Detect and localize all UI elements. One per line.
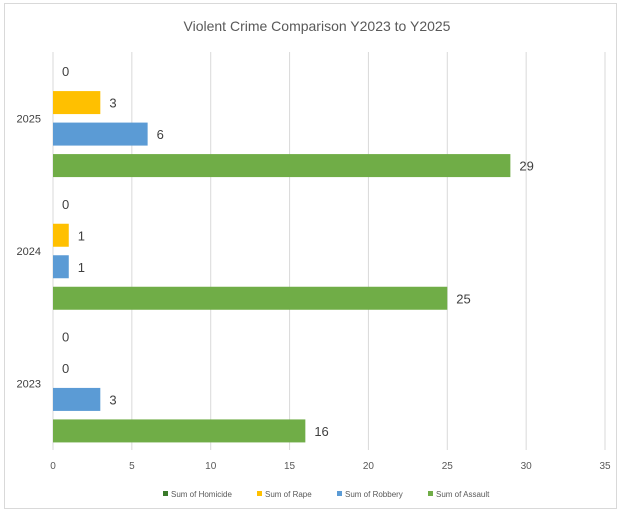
legend-label: Sum of Homicide bbox=[171, 490, 232, 499]
bar bbox=[53, 91, 101, 115]
category-label: 2024 bbox=[17, 246, 41, 258]
x-tick-label: 5 bbox=[129, 461, 135, 472]
bars: 0 0 3 16 0 1 1 25 0 3 6 29 bbox=[53, 64, 534, 443]
legend-label: Sum of Assault bbox=[436, 490, 490, 499]
x-tick-label: 15 bbox=[284, 461, 296, 472]
x-tick-label: 30 bbox=[521, 461, 533, 472]
x-tick-label: 0 bbox=[50, 461, 56, 472]
x-tick-label: 10 bbox=[205, 461, 217, 472]
bar bbox=[53, 122, 148, 146]
chart-title: Violent Crime Comparison Y2023 to Y2025 bbox=[184, 18, 451, 34]
legend-swatch bbox=[163, 491, 168, 496]
data-label: 1 bbox=[78, 228, 85, 243]
x-axis-ticks: 0 5 10 15 20 25 30 35 bbox=[50, 461, 611, 472]
data-label: 0 bbox=[62, 361, 69, 376]
legend-label: Sum of Robbery bbox=[345, 490, 403, 499]
gridlines bbox=[52, 52, 606, 450]
data-label: 25 bbox=[456, 291, 470, 306]
bar bbox=[53, 255, 69, 279]
y-axis-categories: 2023 2024 2025 bbox=[17, 113, 41, 390]
data-label: 3 bbox=[109, 96, 116, 111]
bar bbox=[53, 223, 69, 247]
category-label: 2025 bbox=[17, 113, 41, 125]
data-label: 0 bbox=[62, 329, 69, 344]
data-label: 16 bbox=[314, 424, 328, 439]
x-tick-label: 35 bbox=[599, 461, 611, 472]
data-label: 0 bbox=[62, 64, 69, 79]
data-label: 29 bbox=[519, 159, 533, 174]
legend: Sum of Homicide Sum of Rape Sum of Robbery… bbox=[163, 490, 490, 499]
legend-swatch bbox=[257, 491, 262, 496]
x-tick-label: 20 bbox=[363, 461, 375, 472]
bar bbox=[53, 387, 101, 411]
category-label: 2023 bbox=[17, 379, 41, 391]
data-label: 3 bbox=[109, 392, 116, 407]
data-label: 1 bbox=[78, 260, 85, 275]
bar bbox=[53, 154, 511, 178]
legend-swatch bbox=[428, 491, 433, 496]
data-label: 6 bbox=[157, 127, 164, 142]
x-tick-label: 25 bbox=[442, 461, 454, 472]
data-label: 0 bbox=[62, 197, 69, 212]
legend-label: Sum of Rape bbox=[265, 490, 312, 499]
bar bbox=[53, 286, 448, 310]
legend-swatch bbox=[337, 491, 342, 496]
bar bbox=[53, 419, 306, 443]
